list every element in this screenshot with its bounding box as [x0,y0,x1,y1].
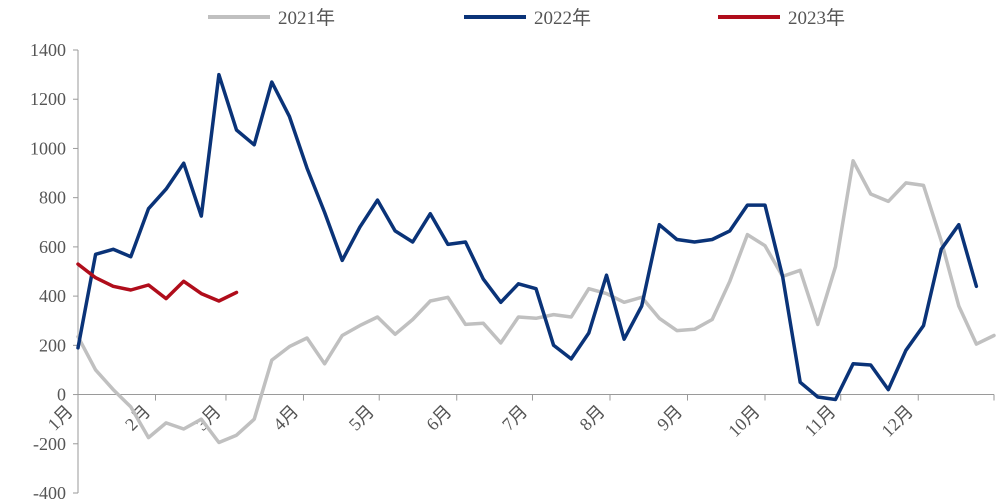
x-tick-label: 1月 [44,401,77,434]
y-tick-label: 400 [39,286,66,306]
x-tick-label: 6月 [422,401,455,434]
y-axis: -400 -200 0 200 400 600 800 1000 1200 1400 [30,40,79,503]
y-tick-label: 800 [39,188,66,208]
x-tick-label: 4月 [269,401,302,434]
series-group [76,72,996,445]
legend: 2021年 2022年 2023年 [208,7,845,29]
y-tick-label: 200 [39,335,66,355]
x-axis: 1月 2月 3月 4月 5月 6月 7月 8月 9月 10月 11月 12月 [44,394,995,441]
legend-label: 2022年 [534,7,591,29]
x-tick-label: 7月 [498,401,531,434]
y-tick-label: 1200 [30,89,66,109]
y-tick-label: 0 [57,385,66,405]
x-tick-label: 9月 [653,401,686,434]
x-tick-label: 5月 [345,401,378,434]
y-tick-label: 1000 [30,138,66,158]
y-tick-label: 600 [39,237,66,257]
x-tick-label: 12月 [877,401,917,441]
x-tick-label: 8月 [576,401,609,434]
legend-label: 2021年 [278,7,335,29]
y-tick-label: -200 [33,434,66,454]
legend-label: 2023年 [788,7,845,29]
series-line-3 [76,262,239,303]
x-tick-label: 10月 [724,401,764,441]
y-tick-label: -400 [33,483,66,503]
x-tick-label: 11月 [800,401,839,440]
series-line-2 [76,72,979,402]
series-line-1 [76,159,996,445]
y-tick-label: 1400 [30,40,66,60]
